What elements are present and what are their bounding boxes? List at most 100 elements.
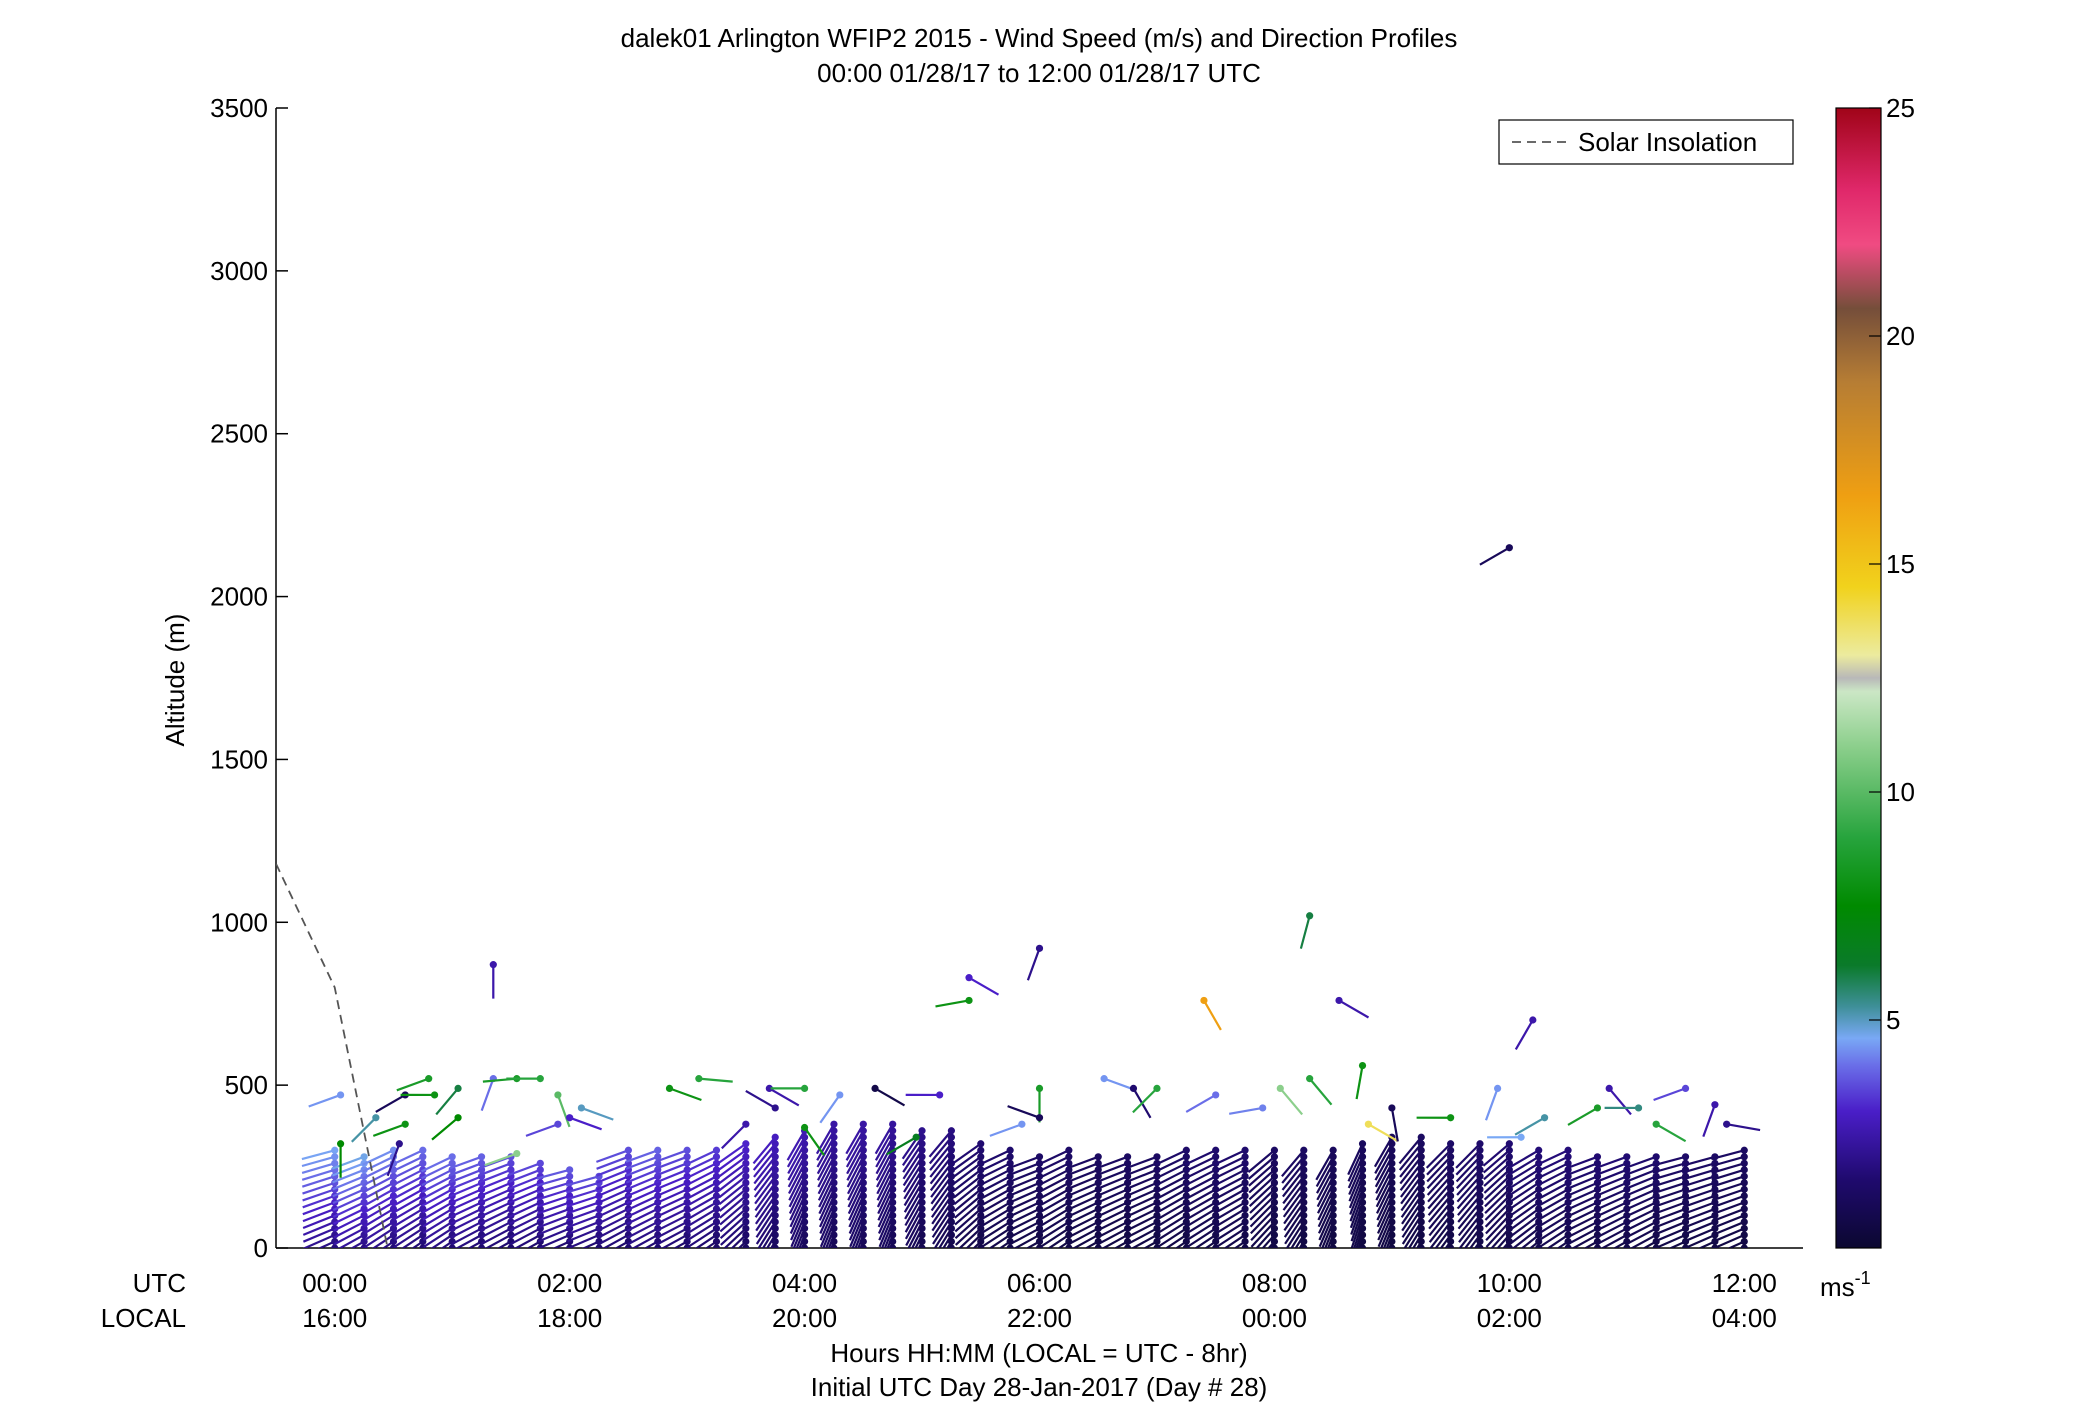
wind-barb-staff (1038, 1181, 1070, 1200)
wind-barb (965, 974, 1000, 996)
wind-barb (301, 1146, 339, 1161)
wind-barb (886, 1133, 920, 1156)
wind-barb-staff (1095, 1155, 1128, 1170)
wind-barb-dot (1652, 1153, 1660, 1161)
wind-barb-staff (1284, 1214, 1305, 1245)
wind-barb-staff (351, 1116, 377, 1143)
wind-barb-dot (654, 1218, 662, 1226)
wind-barb (1428, 1198, 1455, 1230)
wind-barb-dot (554, 1120, 562, 1128)
wind-barb-dot (742, 1185, 750, 1193)
wind-barb-staff (508, 1175, 541, 1191)
wind-barb-staff (1711, 1181, 1745, 1195)
wind-barb-staff (480, 1227, 512, 1246)
wind-barb-staff (1185, 1175, 1217, 1194)
wind-barb-staff (1399, 1149, 1423, 1178)
wind-barb-staff (626, 1201, 659, 1218)
wind-barb-staff (988, 1234, 1011, 1248)
wind-barb-staff (684, 1247, 688, 1248)
wind-barb (928, 1127, 956, 1158)
wind-barb-staff (302, 1227, 336, 1243)
wind-barb-staff (902, 1149, 923, 1180)
wind-barb-dot (1623, 1244, 1631, 1248)
wind-barb-staff (770, 1240, 777, 1248)
wind-barb-staff (363, 1207, 395, 1228)
wind-barb-staff (422, 1201, 453, 1221)
wind-barb-staff (421, 1175, 453, 1193)
wind-barb-dot (1100, 1075, 1108, 1083)
wind-barb-dot (1065, 1159, 1073, 1167)
wind-barb-staff (364, 1221, 395, 1242)
wind-barb-staff (302, 1181, 336, 1195)
wind-barb-staff (1594, 1168, 1628, 1184)
wind-barb-staff (1349, 1188, 1364, 1222)
wind-barb-staff (790, 1208, 806, 1241)
wind-barb (754, 1185, 779, 1218)
wind-barb-staff (965, 1234, 982, 1248)
wind-barb-staff (1653, 1247, 1657, 1248)
wind-barb-staff (685, 1155, 717, 1173)
wind-barb (753, 1153, 779, 1185)
wind-barb-staff (536, 1175, 570, 1187)
wind-barb-dot (1740, 1205, 1748, 1213)
wind-barb (1428, 1211, 1455, 1243)
wind-barb-staff (1101, 1234, 1129, 1248)
wind-barb-staff (596, 1162, 629, 1177)
wind-barb-dot (712, 1224, 721, 1233)
wind-barb-staff (1653, 1207, 1686, 1222)
wind-barb-staff (1125, 1207, 1158, 1225)
wind-barb-staff (914, 1234, 924, 1248)
wind-barb-staff (566, 1214, 600, 1229)
y-tick-label: 3500 (210, 93, 268, 123)
wind-barb-dot (1505, 1140, 1513, 1148)
wind-barb-staff (718, 1175, 747, 1199)
wind-barb-staff (450, 1214, 483, 1232)
wind-barb-staff (685, 1162, 717, 1180)
wind-barb-dot (712, 1153, 721, 1161)
wind-barb-staff (1316, 1175, 1335, 1208)
wind-barb-dot (1564, 1244, 1572, 1248)
wind-barb-staff (673, 1240, 688, 1248)
wind-barb-staff (954, 1201, 982, 1226)
wind-barb (1426, 1153, 1455, 1183)
x-tick-label-local: 18:00 (537, 1303, 602, 1333)
wind-barb-staff (1281, 1149, 1305, 1178)
wind-barb (1502, 1237, 1513, 1248)
wind-barb-dot (1241, 1224, 1249, 1233)
wind-barb-dot (1476, 1198, 1484, 1206)
wind-barb-staff (1449, 1247, 1451, 1248)
wind-barb-staff (753, 1162, 777, 1191)
wind-barb-staff (1566, 1214, 1598, 1232)
wind-barb-staff (626, 1188, 659, 1205)
wind-barb (1214, 1159, 1249, 1180)
wind-barb-dot (1241, 1159, 1249, 1167)
wind-barb-staff (596, 1175, 629, 1191)
wind-barb-staff (1283, 1195, 1305, 1225)
wind-barb-staff (1202, 999, 1222, 1031)
wind-barb-staff (1624, 1188, 1657, 1205)
wind-barb-dot (425, 1075, 433, 1083)
wind-barb-staff (1401, 1201, 1423, 1232)
wind-barb-staff (1347, 1143, 1364, 1176)
wind-barb (421, 1153, 456, 1173)
wind-barb-dot (1447, 1224, 1455, 1233)
wind-barb-staff (757, 1221, 777, 1248)
wind-barb-staff (954, 1214, 982, 1240)
wind-barb (687, 1218, 721, 1242)
wind-barb-staff (1624, 1247, 1627, 1248)
wind-barb-staff (392, 1201, 424, 1221)
wind-barb-dot (430, 1091, 439, 1099)
wind-barb-staff (1429, 1221, 1452, 1248)
wind-barb-dot (742, 1172, 750, 1180)
wind-barb-staff (1566, 1220, 1598, 1239)
wind-barb-staff (1124, 1155, 1158, 1170)
wind-barb-staff (875, 1136, 894, 1168)
wind-barb-staff (1349, 1182, 1364, 1215)
wind-barb-dot (1740, 1146, 1748, 1154)
wind-barb (536, 1172, 574, 1187)
wind-barb-staff (857, 1234, 865, 1248)
wind-barb-staff (1353, 1221, 1364, 1248)
wind-barb-dot (1300, 1192, 1308, 1200)
wind-barb-staff (1594, 1162, 1628, 1177)
wind-barb-dot (1505, 1224, 1513, 1233)
